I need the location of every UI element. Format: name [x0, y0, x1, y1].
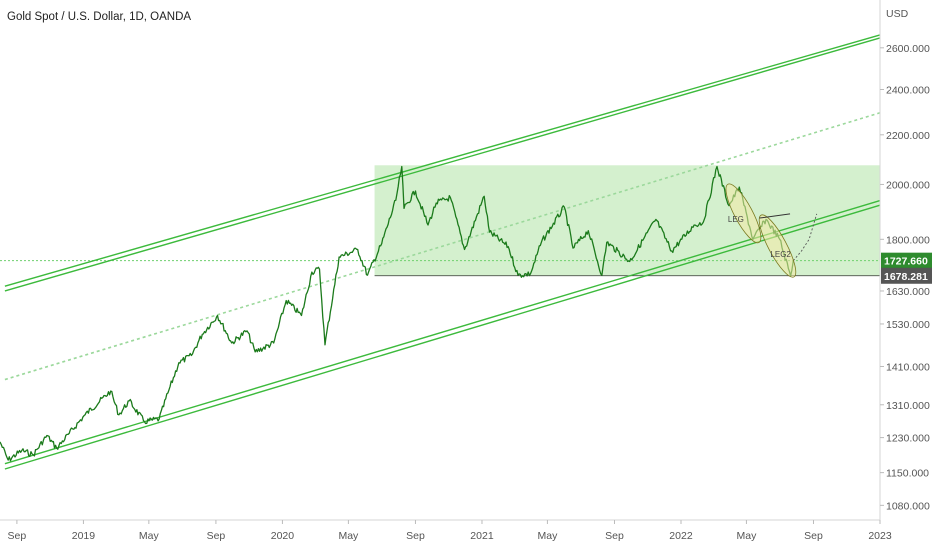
- short-trend-line: [759, 213, 791, 219]
- channel-line-3: [4, 37, 881, 292]
- price-tick-label: 2000.000: [886, 179, 930, 191]
- time-tick-label: Sep: [605, 530, 624, 542]
- last-price-value: 1727.660: [884, 256, 928, 268]
- time-tick-label: 2022: [669, 530, 693, 542]
- marker-price-value: 1678.281: [884, 271, 928, 283]
- channel-mid-line: [4, 112, 881, 381]
- last-price-tag: [881, 252, 932, 269]
- price-tick-label: 2200.000: [886, 130, 930, 142]
- time-tick-label: Sep: [207, 530, 226, 542]
- time-tick-label: May: [537, 530, 558, 542]
- price-axis[interactable]: 2600.000 2400.000 2200.000 2000.000 1800.000…: [880, 43, 932, 513]
- channel-line-2: [4, 199, 881, 465]
- leg2-label: LEG2: [770, 250, 791, 259]
- chart-title: Gold Spot / U.S. Dollar, 1D, OANDA: [7, 11, 191, 23]
- time-tick-label: Sep: [8, 530, 27, 542]
- time-tick-label: Sep: [406, 530, 425, 542]
- price-tick-label: 1080.000: [886, 500, 930, 512]
- time-tick-label: May: [338, 530, 359, 542]
- time-axis[interactable]: Sep 2019 May Sep 2020 May Sep 2021 May Sep 2022 May…: [8, 520, 892, 542]
- time-tick-label: 2019: [72, 530, 96, 542]
- time-tick-label: 2020: [271, 530, 295, 542]
- leg2-ellipse: [758, 214, 797, 278]
- price-tick-label: 1310.000: [886, 400, 930, 412]
- price-tick-label: 1230.000: [886, 433, 930, 445]
- price-series: [0, 165, 794, 462]
- price-axis-unit: USD: [886, 8, 909, 20]
- channel-line-4: [4, 34, 881, 287]
- time-tick-label: 2023: [868, 530, 892, 542]
- channel-line-1: [4, 204, 881, 470]
- time-tick-label: May: [736, 530, 757, 542]
- price-tick-label: 1530.000: [886, 319, 930, 331]
- price-tick-label: 1150.000: [886, 468, 929, 480]
- price-tick-label: 1800.000: [886, 234, 930, 246]
- time-tick-label: May: [139, 530, 160, 542]
- time-tick-label: 2021: [470, 530, 494, 542]
- price-tick-label: 2400.000: [886, 84, 930, 96]
- price-tick-label: 2600.000: [886, 43, 930, 55]
- time-tick-label: Sep: [804, 530, 823, 542]
- price-tick-label: 1410.000: [886, 361, 930, 373]
- marker-price-tag: [881, 267, 932, 284]
- price-tick-label: 1630.000: [886, 286, 930, 298]
- leg-label: LEG: [728, 215, 744, 224]
- leg-ellipse: [725, 183, 762, 244]
